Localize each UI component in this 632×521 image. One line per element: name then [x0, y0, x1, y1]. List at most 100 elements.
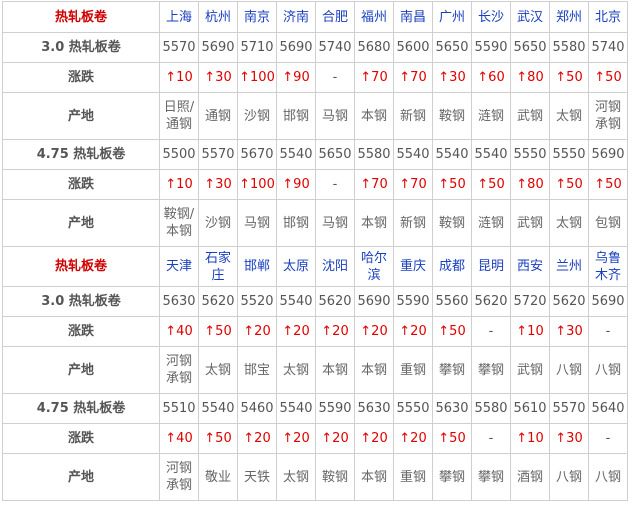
change-cell: ↑50 — [432, 169, 472, 200]
city-name: 兰州 — [549, 246, 589, 287]
price-cell: 5550 — [549, 139, 589, 170]
origin-cell: 沙钢 — [237, 92, 277, 140]
price-cell: 5640 — [588, 393, 628, 424]
row-label: 涨跌 — [2, 423, 160, 454]
change-cell: ↑50 — [432, 316, 472, 347]
city-name: 上海 — [159, 1, 199, 33]
origin-row: 产地 河钢承钢 敬业 天铁 太钢 鞍钢 本钢 重钢 攀钢 攀钢 酒钢 八钢 八钢 — [2, 453, 628, 501]
row-label: 3.0 热轧板卷 — [2, 32, 160, 63]
change-cell: ↑20 — [354, 423, 394, 454]
price-cell: 5540 — [276, 139, 316, 170]
origin-cell: 太钢 — [549, 92, 589, 140]
origin-cell: 攀钢 — [471, 453, 511, 501]
city-name: 石家庄 — [198, 246, 238, 287]
header-label: 热轧板卷 — [2, 1, 160, 33]
origin-cell: 鞍钢 — [432, 199, 472, 247]
origin-cell: 河钢承钢 — [159, 346, 199, 394]
origin-cell: 本钢 — [354, 346, 394, 394]
price-row: 4.75 热轧板卷 5500 5570 5670 5540 5650 5580 5540 554… — [2, 139, 628, 170]
price-cell: 5540 — [471, 139, 511, 170]
origin-cell: 武钢 — [510, 346, 550, 394]
city-name: 天津 — [159, 246, 199, 287]
change-cell: - — [471, 423, 511, 454]
city-name: 福州 — [354, 1, 394, 33]
price-cell: 5690 — [354, 286, 394, 317]
change-cell: ↑50 — [432, 423, 472, 454]
price-cell: 5510 — [159, 393, 199, 424]
change-cell: ↑40 — [159, 316, 199, 347]
change-cell: ↑100 — [237, 169, 277, 200]
price-cell: 5740 — [588, 32, 628, 63]
change-cell: ↑90 — [276, 62, 316, 93]
origin-cell: 邯宝 — [237, 346, 277, 394]
origin-cell: 沙钢 — [198, 199, 238, 247]
change-row: 涨跌 ↑10 ↑30 ↑100 ↑90- ↑70 ↑70 ↑30 ↑60 ↑80 ↑50 ↑50 — [2, 62, 628, 93]
row-label: 产地 — [2, 346, 160, 394]
change-cell: ↑20 — [315, 423, 355, 454]
price-cell: 5630 — [159, 286, 199, 317]
origin-cell: 涟钢 — [471, 92, 511, 140]
price-cell: 5580 — [471, 393, 511, 424]
row-label: 4.75 热轧板卷 — [2, 393, 160, 424]
price-cell: 5600 — [393, 32, 433, 63]
price-cell: 5670 — [237, 139, 277, 170]
price-cell: 5690 — [588, 286, 628, 317]
price-cell: 5590 — [471, 32, 511, 63]
header-label: 热轧板卷 — [2, 246, 160, 287]
price-cell: 5740 — [315, 32, 355, 63]
price-cell: 5650 — [510, 32, 550, 63]
origin-cell: 重钢 — [393, 453, 433, 501]
price-cell: 5540 — [276, 286, 316, 317]
price-cell: 5720 — [510, 286, 550, 317]
price-cell: 5560 — [432, 286, 472, 317]
city-name: 长沙 — [471, 1, 511, 33]
price-cell: 5570 — [159, 32, 199, 63]
origin-cell: 邯钢 — [276, 199, 316, 247]
change-cell: ↑20 — [315, 316, 355, 347]
city-name: 武汉 — [510, 1, 550, 33]
change-cell: ↑70 — [393, 169, 433, 200]
origin-cell: 马钢 — [237, 199, 277, 247]
change-cell: ↑20 — [276, 423, 316, 454]
header-row: 热轧板卷 上海 杭州 南京 济南 合肥 福州 南昌 广州 长沙 武汉 郑州 北京 — [2, 1, 628, 33]
origin-cell: 太钢 — [276, 453, 316, 501]
change-cell: ↑30 — [198, 62, 238, 93]
price-cell: 5690 — [276, 32, 316, 63]
price-row: 4.75 热轧板卷 5510 5540 5460 5540 5590 5630 5550 563… — [2, 393, 628, 424]
origin-cell: 酒钢 — [510, 453, 550, 501]
price-row: 3.0 热轧板卷 5630 5620 5520 5540 5620 5690 5590 5560… — [2, 286, 628, 317]
origin-cell: 敬业 — [198, 453, 238, 501]
change-cell: ↑10 — [159, 169, 199, 200]
origin-cell: 本钢 — [354, 453, 394, 501]
change-cell: ↑50 — [588, 169, 628, 200]
origin-cell: 日照/通钢 — [159, 92, 199, 140]
origin-cell: 马钢 — [315, 92, 355, 140]
change-cell: ↑100 — [237, 62, 277, 93]
origin-cell: 本钢 — [354, 92, 394, 140]
change-cell: ↑60 — [471, 62, 511, 93]
price-cell: 5680 — [354, 32, 394, 63]
city-name: 乌鲁木齐 — [588, 246, 628, 287]
origin-cell: 太钢 — [276, 346, 316, 394]
price-cell: 5590 — [315, 393, 355, 424]
city-name: 合肥 — [315, 1, 355, 33]
change-cell: - — [588, 423, 628, 454]
origin-cell: 河钢承钢 — [159, 453, 199, 501]
change-cell: ↑50 — [471, 169, 511, 200]
price-cell: 5520 — [237, 286, 277, 317]
origin-cell: 太钢 — [198, 346, 238, 394]
change-cell: ↑50 — [549, 169, 589, 200]
origin-cell: 鞍钢/本钢 — [159, 199, 199, 247]
change-cell: - — [315, 62, 355, 93]
city-name: 广州 — [432, 1, 472, 33]
price-cell: 5540 — [276, 393, 316, 424]
price-cell: 5590 — [393, 286, 433, 317]
city-name: 成都 — [432, 246, 472, 287]
row-label: 产地 — [2, 92, 160, 140]
origin-cell: 太钢 — [549, 199, 589, 247]
table-body: 热轧板卷 上海 杭州 南京 济南 合肥 福州 南昌 广州 长沙 武汉 郑州 北京 3.0 热轧板卷 5570… — [2, 1, 628, 501]
origin-cell: 武钢 — [510, 199, 550, 247]
price-cell: 5690 — [588, 139, 628, 170]
price-cell: 5540 — [432, 139, 472, 170]
